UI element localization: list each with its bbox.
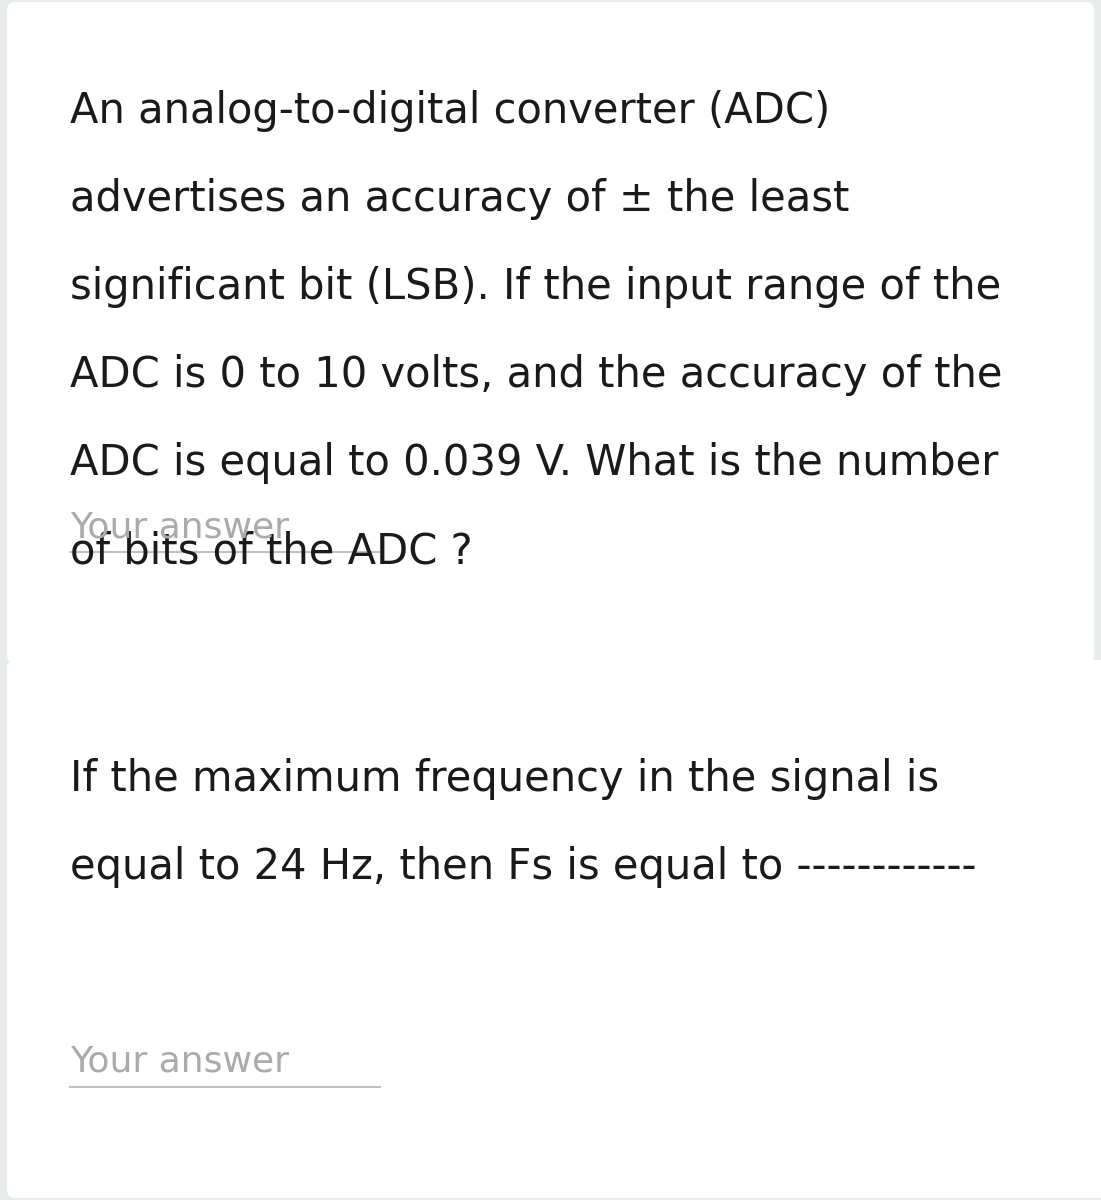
Text: Your answer: Your answer (70, 510, 288, 544)
Text: ADC is equal to 0.039 V. What is the number: ADC is equal to 0.039 V. What is the num… (70, 442, 999, 484)
Text: If the maximum frequency in the signal is: If the maximum frequency in the signal i… (70, 758, 939, 800)
Text: significant bit (LSB). If the input range of the: significant bit (LSB). If the input rang… (70, 266, 1001, 308)
Text: equal to 24 Hz, then Fs is equal to ------------: equal to 24 Hz, then Fs is equal to ----… (70, 846, 977, 888)
Text: advertises an accuracy of ± the least: advertises an accuracy of ± the least (70, 178, 849, 220)
Text: ADC is 0 to 10 volts, and the accuracy of the: ADC is 0 to 10 volts, and the accuracy o… (70, 354, 1003, 396)
FancyBboxPatch shape (7, 660, 1101, 1198)
Text: Your answer: Your answer (70, 1045, 288, 1079)
FancyBboxPatch shape (7, 2, 1094, 662)
Text: An analog-to-digital converter (ADC): An analog-to-digital converter (ADC) (70, 90, 830, 132)
Text: of bits of the ADC ?: of bits of the ADC ? (70, 530, 472, 572)
